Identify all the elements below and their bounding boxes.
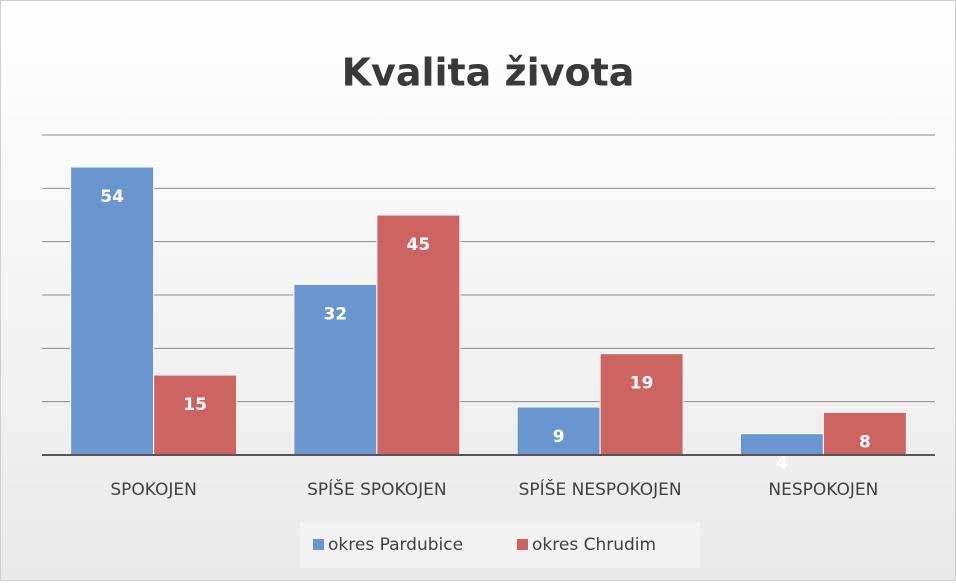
bar	[70, 166, 155, 456]
data-label: 15	[183, 395, 207, 415]
bar	[822, 411, 907, 456]
data-label: 54	[100, 187, 124, 207]
legend-label: okres Chrudim	[532, 535, 656, 555]
bar	[599, 353, 684, 456]
bar	[516, 406, 601, 456]
data-label: 19	[630, 374, 654, 394]
x-tick-label: SPOKOJEN	[110, 480, 197, 500]
data-label: 8	[859, 432, 871, 452]
bar	[153, 374, 238, 456]
data-label: 4	[776, 454, 788, 474]
bar	[739, 433, 824, 456]
x-tick-label: SPÍŠE NESPOKOJEN	[519, 478, 682, 500]
legend-swatch	[517, 539, 528, 550]
data-label: 32	[324, 304, 348, 324]
data-label: 9	[553, 427, 565, 447]
x-tick-label: NESPOKOJEN	[768, 480, 878, 500]
legend-label: okres Pardubice	[328, 535, 463, 555]
chart-title: Kvalita života	[342, 51, 635, 95]
legend-box	[300, 522, 700, 568]
bar	[293, 283, 378, 456]
legend-swatch	[313, 539, 324, 550]
x-tick-label: SPÍŠE SPOKOJEN	[307, 478, 447, 500]
data-label: 45	[407, 235, 431, 255]
